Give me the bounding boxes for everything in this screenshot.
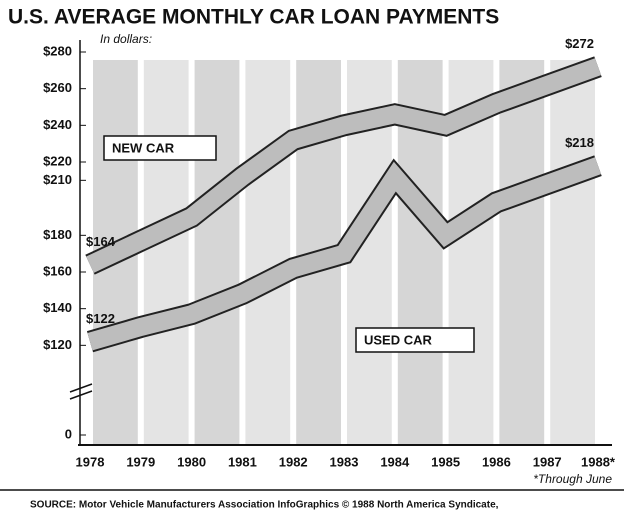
x-tick-label: 1980 xyxy=(177,454,206,469)
chart-subtitle: In dollars: xyxy=(100,32,152,46)
y-tick-label: $160 xyxy=(43,263,72,278)
y-tick-label: $220 xyxy=(43,153,72,168)
y-tick-label: $180 xyxy=(43,227,72,242)
chart: U.S. AVERAGE MONTHLY CAR LOAN PAYMENTS I… xyxy=(0,0,624,519)
y-tick-label: 0 xyxy=(65,426,72,441)
x-tick-label: 1987 xyxy=(533,454,562,469)
y-tick-label: $120 xyxy=(43,337,72,352)
column-shade xyxy=(499,60,544,445)
column-shade xyxy=(550,60,595,445)
x-tick-label: 1982 xyxy=(279,454,308,469)
chart-title: U.S. AVERAGE MONTHLY CAR LOAN PAYMENTS xyxy=(8,6,499,29)
x-tick-label: 1985 xyxy=(431,454,460,469)
source: SOURCE: Motor Vehicle Manufacturers Asso… xyxy=(30,500,499,511)
y-tick-label: $260 xyxy=(43,80,72,95)
axis-break xyxy=(70,384,92,392)
column-shade xyxy=(195,60,240,445)
column-shade xyxy=(245,60,290,445)
y-tick-label: $280 xyxy=(43,43,72,58)
x-tick-label: 1978 xyxy=(76,454,105,469)
x-tick-label: 1988* xyxy=(581,454,616,469)
y-tick-label: $140 xyxy=(43,300,72,315)
legend-label: USED CAR xyxy=(364,332,433,347)
axis-break xyxy=(70,391,92,399)
x-tick-label: 1979 xyxy=(126,454,155,469)
x-tick-label: 1984 xyxy=(380,454,410,469)
value-label: $218 xyxy=(565,135,594,150)
column-shade xyxy=(144,60,189,445)
y-tick-label: $240 xyxy=(43,117,72,132)
x-tick-label: 1986 xyxy=(482,454,511,469)
value-label: $272 xyxy=(565,36,594,51)
page: {"chart_data": {"type": "line", "title":… xyxy=(0,0,624,519)
value-label: $122 xyxy=(86,311,115,326)
x-tick-label: 1981 xyxy=(228,454,257,469)
value-label: $164 xyxy=(86,234,116,249)
x-tick-label: 1983 xyxy=(330,454,359,469)
legend-label: NEW CAR xyxy=(112,140,175,155)
footnote: *Through June xyxy=(533,472,612,486)
y-tick-label: $210 xyxy=(43,172,72,187)
